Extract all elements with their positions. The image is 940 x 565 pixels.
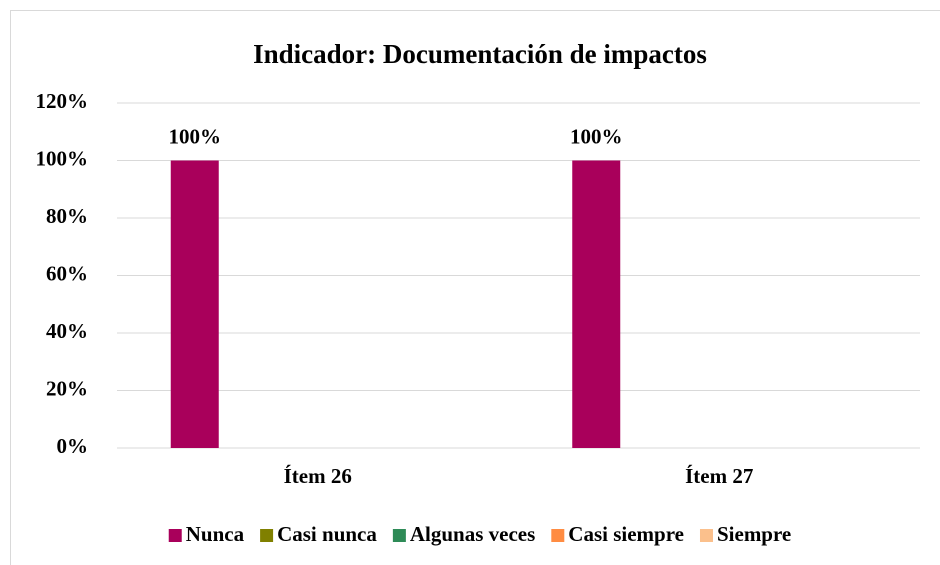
legend-swatch <box>168 529 182 542</box>
legend-label: Casi siempre <box>568 522 684 546</box>
y-tick-label: 80% <box>46 204 88 228</box>
y-tick-label: 20% <box>46 376 88 400</box>
data-label: 100% <box>570 124 623 148</box>
data-label: 100% <box>169 124 222 148</box>
legend: Nunca Casi nunca Algunas veces Casi siempre… <box>168 522 791 546</box>
legend-label: Nunca <box>186 522 245 546</box>
y-tick-label: 100% <box>36 146 89 170</box>
legend-swatch <box>551 529 565 542</box>
legend-label: Algunas veces <box>410 522 535 546</box>
chart-title: Indicador: Documentación de impactos <box>253 39 707 69</box>
legend-label: Casi nunca <box>277 522 377 546</box>
x-tick-label: Ítem 26 <box>284 464 352 488</box>
y-tick-label: 40% <box>46 319 88 343</box>
legend-swatch <box>392 529 406 542</box>
y-tick-label: 0% <box>57 434 89 458</box>
x-tick-label: Ítem 27 <box>685 464 753 488</box>
legend-label: Siempre <box>717 522 791 546</box>
chart-border <box>10 10 940 565</box>
bar <box>572 160 621 448</box>
legend-swatch <box>260 529 274 542</box>
bar <box>170 160 219 448</box>
y-tick-label: 60% <box>46 261 88 285</box>
y-tick-label: 120% <box>36 89 89 113</box>
legend-swatch <box>699 529 713 542</box>
